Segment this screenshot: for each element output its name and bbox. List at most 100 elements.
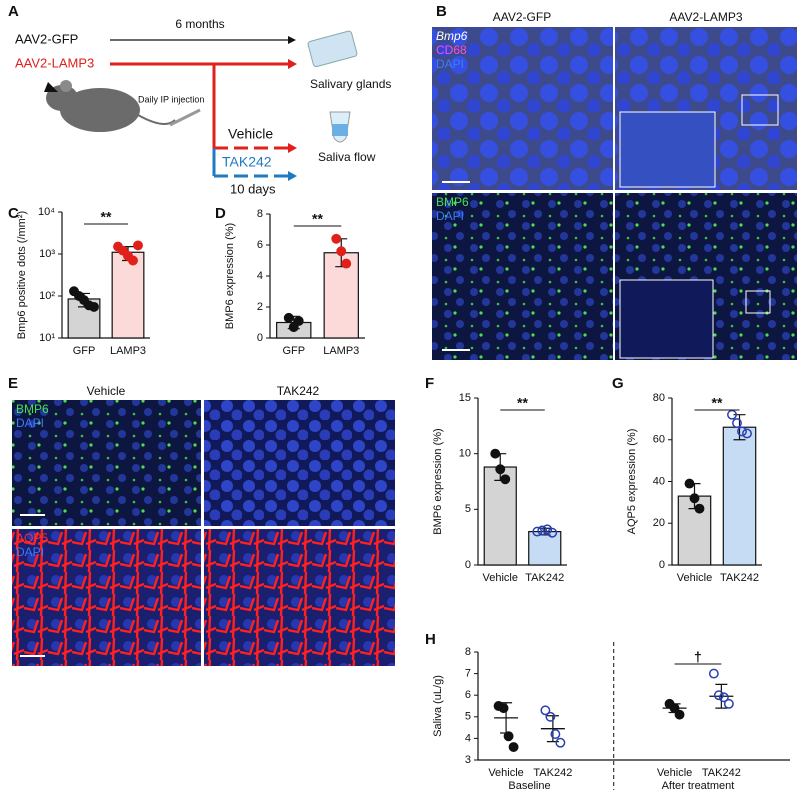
y-axis-label: BMP6 expression (%) bbox=[224, 223, 236, 329]
data-point bbox=[540, 705, 551, 716]
inset-box bbox=[745, 290, 771, 314]
y-tick-label: 5 bbox=[465, 503, 471, 515]
y-tick-label: 40 bbox=[653, 475, 665, 487]
stain-label: DAPI bbox=[16, 416, 44, 430]
data-point bbox=[336, 246, 347, 257]
column-label: AAV2-GFP bbox=[493, 10, 551, 24]
image-panel-e: Vehicle TAK242 BMP6 DAPI AQP5 DAPI bbox=[12, 384, 395, 666]
panel-letter: A bbox=[8, 3, 19, 20]
bar bbox=[111, 251, 145, 339]
panel-letter: F bbox=[425, 375, 434, 392]
panel-letter: C bbox=[8, 205, 19, 222]
significance-label: ** bbox=[517, 395, 528, 411]
data-point bbox=[542, 524, 553, 535]
y-tick-label: 10³ bbox=[39, 248, 55, 260]
x-tick-label: TAK242 bbox=[702, 767, 741, 779]
y-tick-label: 5 bbox=[465, 711, 471, 723]
data-point bbox=[723, 698, 734, 709]
arrowhead bbox=[288, 171, 297, 181]
data-point bbox=[669, 703, 680, 714]
y-axis-label: Bmp6 positive dots (/mm²) bbox=[16, 211, 28, 339]
inset bbox=[619, 111, 716, 188]
mouse-icon bbox=[44, 80, 176, 132]
y-tick-label: 10¹ bbox=[39, 332, 55, 344]
y-tick-label: 4 bbox=[257, 270, 263, 282]
stain-label: DAPI bbox=[436, 209, 464, 223]
micrograph bbox=[204, 529, 395, 666]
x-tick-label: GFP bbox=[282, 345, 305, 357]
x-tick-label: LAMP3 bbox=[110, 345, 146, 357]
bar bbox=[483, 466, 517, 566]
data-point bbox=[708, 668, 719, 679]
data-point bbox=[490, 448, 501, 459]
data-point bbox=[532, 526, 543, 537]
data-point bbox=[495, 464, 506, 475]
data-point bbox=[331, 233, 342, 244]
label: AAV2-LAMP3 bbox=[15, 55, 94, 70]
column-label: TAK242 bbox=[277, 384, 320, 398]
data-point bbox=[89, 301, 99, 312]
significance-label: ** bbox=[712, 395, 723, 411]
y-tick-label: 4 bbox=[465, 732, 471, 744]
stain-label: BMP6 bbox=[436, 195, 469, 209]
syringe-icon bbox=[169, 108, 201, 127]
data-point bbox=[713, 690, 724, 701]
bar bbox=[528, 530, 562, 566]
x-tick-label: TAK242 bbox=[525, 572, 564, 584]
y-axis-label: Saliva (uL/g) bbox=[432, 675, 444, 737]
arrowhead bbox=[288, 143, 297, 153]
data-point bbox=[498, 703, 509, 714]
data-point bbox=[718, 692, 729, 703]
data-point bbox=[537, 525, 548, 536]
arrowhead bbox=[288, 59, 297, 69]
panel-letter: H bbox=[425, 631, 436, 648]
diagram: AAV2-GFP AAV2-LAMP3 6 months Vehicle TAK… bbox=[15, 17, 391, 196]
stain-label: BMP6 bbox=[16, 402, 49, 416]
data-point bbox=[742, 428, 752, 439]
label: Daily IP injection bbox=[138, 94, 204, 104]
data-point bbox=[500, 474, 511, 485]
y-tick-label: 0 bbox=[465, 559, 471, 571]
data-point bbox=[288, 322, 299, 333]
x-tick-label: Vehicle bbox=[677, 572, 712, 584]
significance-label: ** bbox=[312, 211, 323, 227]
label: Saliva flow bbox=[318, 150, 376, 164]
micrograph bbox=[12, 529, 201, 666]
data-point bbox=[727, 409, 737, 420]
data-point bbox=[503, 731, 514, 742]
data-point bbox=[694, 503, 705, 514]
image-panel-b: AAV2-GFP AAV2-LAMP3 Bmp6 CD68 DAPI BMP6 … bbox=[432, 10, 797, 360]
y-tick-label: 2 bbox=[257, 301, 263, 313]
data-point bbox=[547, 527, 558, 538]
y-tick-label: 60 bbox=[653, 434, 665, 446]
data-point bbox=[737, 426, 747, 437]
column-label: Vehicle bbox=[87, 384, 126, 398]
y-tick-label: 10² bbox=[39, 290, 55, 302]
error-bar bbox=[715, 683, 728, 709]
data-point bbox=[555, 737, 566, 748]
stain-label: AQP5 bbox=[16, 531, 48, 545]
tube-liquid bbox=[332, 124, 348, 136]
y-tick-label: 10⁴ bbox=[38, 206, 55, 218]
y-tick-label: 7 bbox=[465, 668, 471, 680]
micrograph bbox=[432, 27, 613, 190]
panel-letters: A B C D E F G H bbox=[8, 3, 624, 648]
micrograph bbox=[432, 193, 613, 360]
panel-letter: G bbox=[612, 375, 624, 392]
data-point bbox=[293, 316, 304, 326]
data-point bbox=[133, 240, 143, 251]
data-point bbox=[283, 312, 294, 323]
data-point bbox=[128, 255, 138, 266]
y-tick-label: 0 bbox=[257, 332, 263, 344]
y-axis-label: BMP6 expression (%) bbox=[432, 428, 444, 534]
y-tick-label: 15 bbox=[459, 392, 471, 404]
stain-label: DAPI bbox=[436, 57, 464, 71]
y-tick-label: 3 bbox=[465, 754, 471, 766]
x-tick-label: LAMP3 bbox=[323, 345, 359, 357]
inset-box bbox=[741, 94, 779, 126]
data-point bbox=[689, 493, 700, 504]
data-point bbox=[732, 418, 742, 428]
inset bbox=[619, 279, 714, 359]
group-label: Baseline bbox=[508, 780, 550, 792]
